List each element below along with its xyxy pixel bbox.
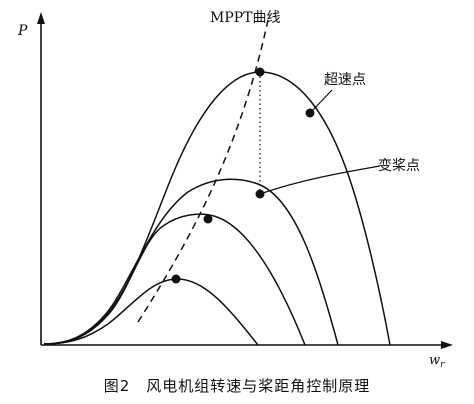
pitch-leader <box>259 165 381 195</box>
x-axis-label-subscript: r <box>440 360 445 370</box>
x-axis-label-main: w <box>429 353 440 368</box>
x-axis-label: wr <box>429 353 445 370</box>
mppt-curve <box>137 19 269 323</box>
y-axis-arrow <box>37 12 45 24</box>
power-curve-4 <box>43 71 391 346</box>
mppt-point-top <box>255 67 265 77</box>
pitch-label: 变桨点 <box>378 157 420 174</box>
mppt-point-low <box>171 274 181 284</box>
x-axis-arrow <box>441 341 453 349</box>
overspeed-leader <box>309 89 333 114</box>
overspeed-label: 超速点 <box>324 72 366 88</box>
mppt-label: MPPT曲线 <box>210 10 281 26</box>
power-curve-1 <box>43 278 259 346</box>
y-axis-label: P <box>17 23 28 39</box>
figure-caption: 图2 风电机组转速与桨距角控制原理 <box>103 377 371 395</box>
mppt-point-mid <box>203 214 213 224</box>
power-curve-3 <box>43 178 339 346</box>
